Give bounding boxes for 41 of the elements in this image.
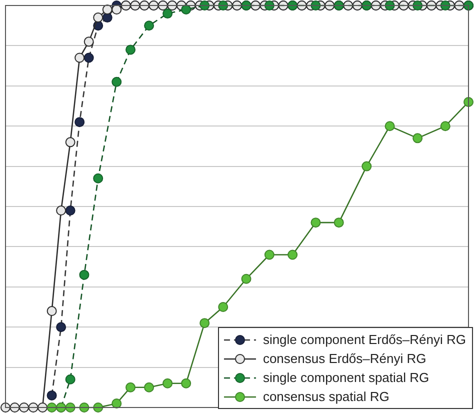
point <box>384 121 395 132</box>
point <box>310 218 321 228</box>
point <box>412 133 423 144</box>
point <box>162 8 173 19</box>
point <box>84 52 94 63</box>
point <box>112 4 122 15</box>
point <box>112 76 122 87</box>
point <box>56 206 66 216</box>
legend-label: consensus spatial RG <box>262 389 390 404</box>
point <box>93 12 104 23</box>
point <box>288 250 298 260</box>
point <box>440 121 450 132</box>
point <box>162 378 173 388</box>
point <box>181 378 192 388</box>
point <box>144 382 154 392</box>
point <box>74 117 85 128</box>
point <box>264 250 274 260</box>
point <box>65 206 76 216</box>
point <box>46 306 57 316</box>
legend-label: single component Erdős–Rényi RG <box>262 332 466 347</box>
point <box>362 161 372 172</box>
point <box>218 302 228 312</box>
point <box>334 218 344 228</box>
point <box>74 52 85 63</box>
point <box>200 318 210 328</box>
point <box>102 4 112 15</box>
point <box>65 137 76 148</box>
legend-label: single component spatial RG <box>262 370 430 385</box>
legend-label: consensus Erdős–Rényi RG <box>262 351 426 366</box>
point <box>144 20 154 31</box>
point <box>84 36 94 47</box>
point <box>126 382 136 392</box>
point <box>241 274 252 284</box>
point <box>181 4 192 15</box>
point <box>46 390 57 400</box>
point <box>79 270 90 280</box>
point <box>112 398 122 408</box>
point <box>93 173 104 184</box>
point <box>56 322 66 332</box>
point <box>126 44 136 55</box>
point <box>65 374 76 384</box>
